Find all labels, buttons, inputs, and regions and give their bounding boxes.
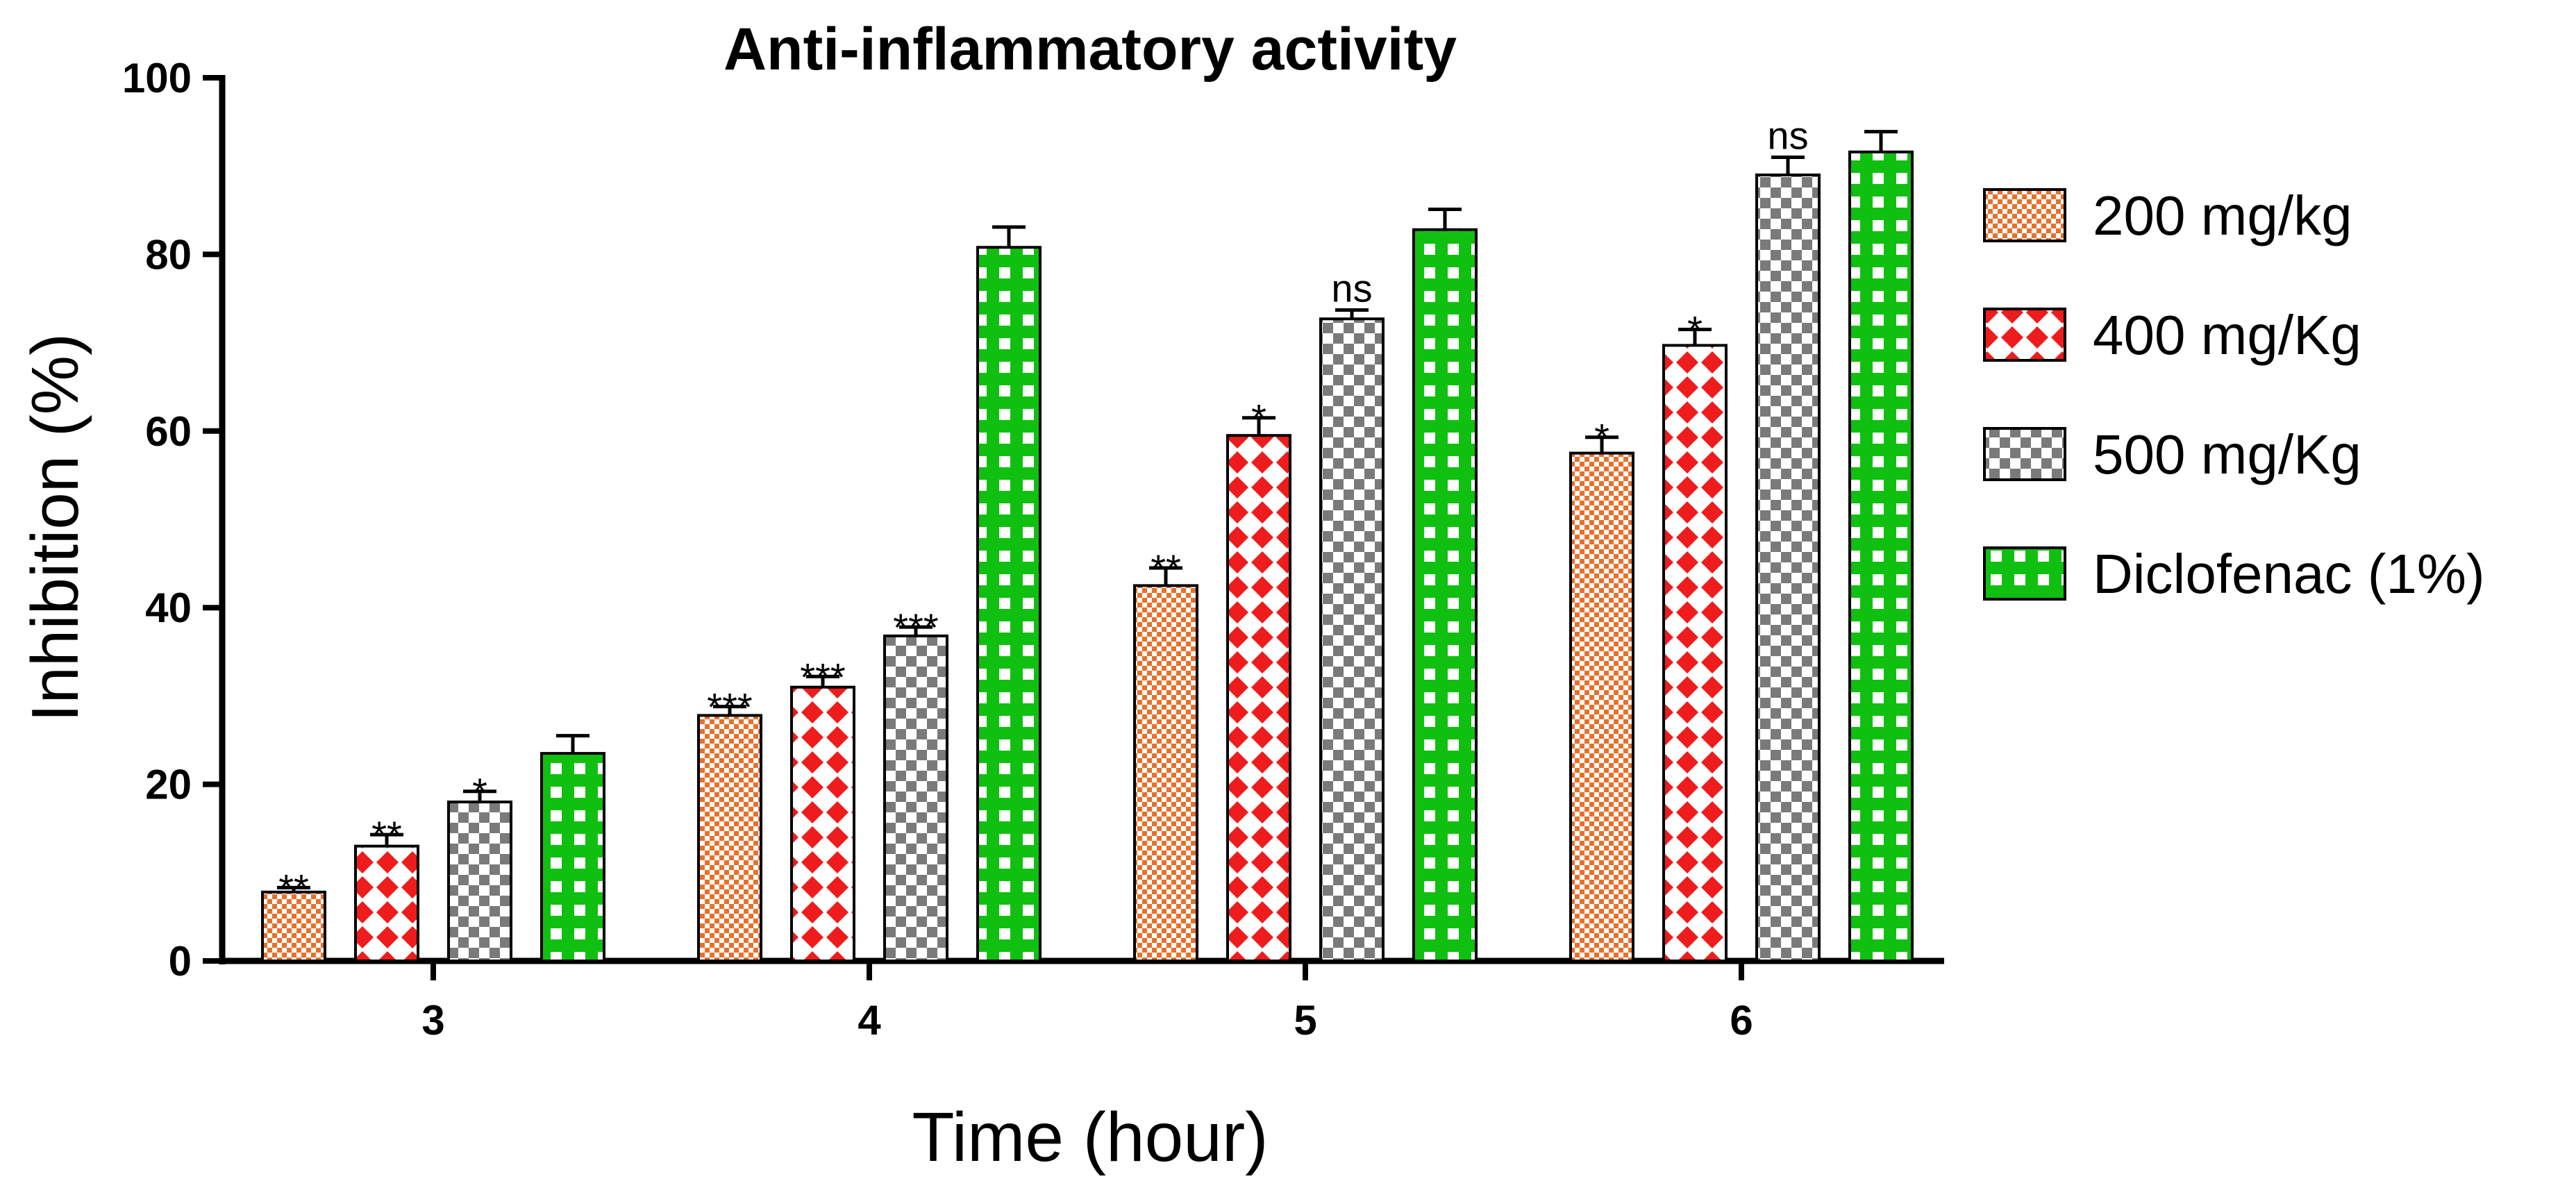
significance-label: ** <box>1151 546 1181 590</box>
bar <box>447 801 512 963</box>
legend-swatch <box>1983 308 2066 362</box>
bar <box>1569 451 1634 962</box>
x-axis: 3 4 5 6 <box>219 957 1944 1044</box>
legend-swatch <box>1983 546 2066 601</box>
significance-label: ns <box>1767 113 1808 157</box>
y-tick-label: 0 <box>169 938 192 985</box>
legend-label: 200 mg/kg <box>2093 185 2352 246</box>
significance-label: * <box>472 770 487 814</box>
y-tick-label: 20 <box>145 762 192 808</box>
legend-label: Diclofenac (1%) <box>2093 543 2485 605</box>
legend-swatch <box>1983 427 2066 481</box>
bar <box>1755 173 1821 962</box>
legend-swatch <box>1983 188 2066 242</box>
bar <box>790 685 855 962</box>
y-tick-label: 60 <box>145 408 192 455</box>
bar <box>1412 228 1478 962</box>
significance-label: ** <box>278 866 309 910</box>
bar <box>1848 150 1914 962</box>
x-axis-label: Time (hour) <box>912 1098 1268 1176</box>
legend: 200 mg/kg 400 mg/Kg 500 mg/Kg Diclofenac (1… <box>1983 185 2485 605</box>
y-axis-label: Inhibition (%) <box>18 333 92 722</box>
bar <box>1226 434 1291 962</box>
significance-label: * <box>1687 308 1703 352</box>
x-tick-label: 3 <box>421 997 444 1044</box>
bar <box>976 246 1042 962</box>
bar <box>1662 344 1728 962</box>
bar <box>261 890 326 963</box>
y-axis: 0 20 40 60 80 100 <box>122 55 226 985</box>
significance-label: ** <box>371 813 402 857</box>
x-tick-label: 6 <box>1730 997 1753 1044</box>
bar <box>540 752 605 962</box>
chart-title: Anti-inflammatory activity <box>724 16 1457 83</box>
significance-label: *** <box>893 605 938 649</box>
significance-label: ns <box>1331 267 1372 310</box>
bar <box>354 844 419 963</box>
x-tick-label: 4 <box>858 997 881 1044</box>
significance-label: *** <box>800 655 845 698</box>
legend-label: 400 mg/Kg <box>2093 304 2361 366</box>
y-tick-label: 40 <box>145 585 192 631</box>
x-tick-label: 5 <box>1294 997 1316 1044</box>
bar <box>883 634 948 962</box>
significance-label: * <box>1251 396 1266 440</box>
bar <box>697 714 762 963</box>
bar <box>1319 317 1385 963</box>
y-tick-label: 80 <box>145 231 192 278</box>
legend-label: 500 mg/Kg <box>2093 424 2361 485</box>
y-tick-label: 100 <box>122 55 192 101</box>
significance-label: *** <box>707 685 752 729</box>
significance-label: * <box>1594 416 1609 460</box>
bar <box>1133 584 1198 962</box>
